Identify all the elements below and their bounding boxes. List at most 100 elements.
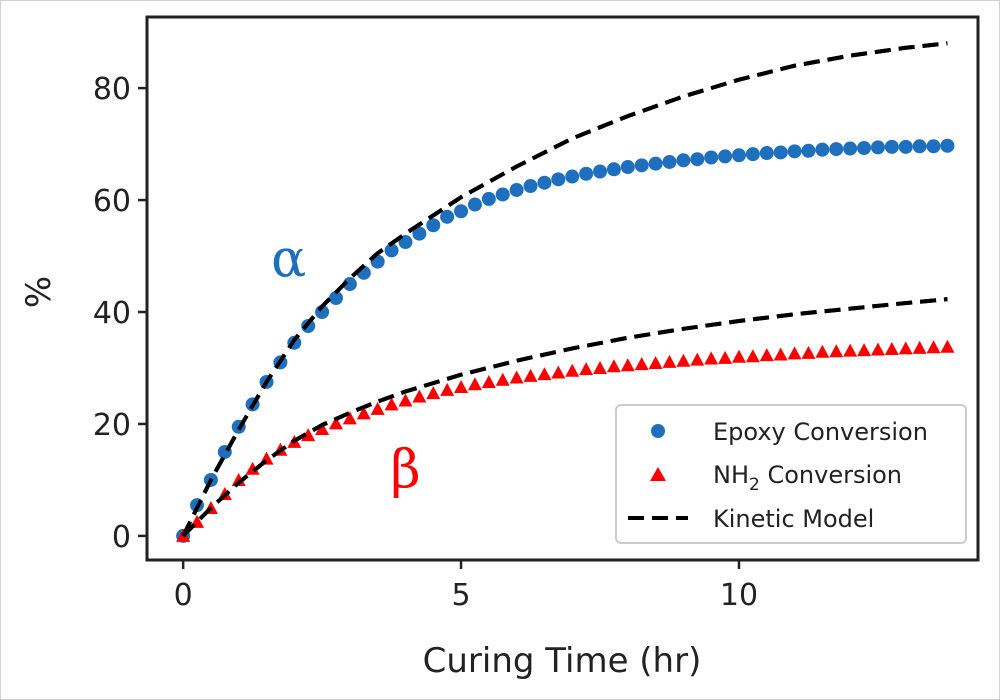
epoxy-point — [759, 146, 774, 161]
nh2-point — [565, 363, 580, 377]
epoxy-point — [690, 152, 705, 167]
nh2-point — [843, 343, 858, 357]
nh2-point — [245, 461, 260, 475]
nh2-point — [912, 340, 927, 354]
nh2-point — [648, 355, 663, 369]
legend-circle-marker — [651, 424, 665, 438]
nh2-point — [593, 360, 608, 374]
nh2-point — [634, 357, 649, 371]
nh2-point — [940, 339, 955, 353]
epoxy-point — [481, 191, 496, 206]
epoxy-point — [815, 142, 830, 157]
legend-box — [615, 404, 967, 544]
nh2-point — [328, 416, 343, 430]
epoxy-point — [342, 277, 357, 292]
epoxy-point — [704, 150, 719, 165]
legend-triangle-marker — [650, 467, 666, 481]
x-tick-label: 0 — [174, 578, 193, 613]
nh2-point — [829, 344, 844, 358]
epoxy-point — [426, 218, 441, 233]
y-tick-label: 20 — [93, 408, 131, 443]
nh2-point — [718, 350, 733, 364]
epoxy-point — [843, 141, 858, 156]
x-axis-label: Curing Time (hr) — [423, 641, 702, 681]
epoxy-point — [718, 149, 733, 164]
nh2-point — [662, 354, 677, 368]
kinetic-model-line-overlay — [181, 297, 948, 538]
y-tick-label: 60 — [93, 184, 131, 219]
nh2-point — [801, 345, 816, 359]
nh2-point — [231, 472, 246, 486]
epoxy-point — [412, 226, 427, 241]
epoxy-point — [857, 140, 872, 155]
epoxy-point — [773, 145, 788, 160]
y-axis-label: % — [19, 276, 59, 308]
epoxy-point — [676, 153, 691, 168]
nh2-point — [440, 382, 455, 396]
nh2-point — [467, 377, 482, 391]
epoxy-point — [926, 139, 941, 154]
epoxy-point — [606, 162, 621, 177]
x-tick-label: 5 — [452, 578, 471, 613]
nh2-point — [815, 344, 830, 358]
nh2-point — [759, 348, 774, 362]
epoxy-point — [912, 139, 927, 154]
nh2-point — [301, 428, 316, 442]
epoxy-point — [565, 169, 580, 184]
y-tick-label: 80 — [93, 72, 131, 107]
legend-epoxy-label: Epoxy Conversion — [713, 418, 928, 446]
epoxy-point — [870, 140, 885, 155]
plot-marks — [176, 41, 955, 543]
epoxy-point — [579, 166, 594, 181]
epoxy-point — [662, 154, 677, 169]
nh2-point — [454, 380, 469, 394]
nh2-point — [384, 397, 399, 411]
nh2-point — [537, 367, 552, 381]
legend: Epoxy Conversion NH2 Conversion Kinetic … — [615, 404, 967, 544]
beta-annotation: β — [390, 440, 420, 500]
epoxy-point — [940, 138, 955, 153]
epoxy-point — [898, 139, 913, 154]
y-tick-label: 40 — [93, 296, 131, 331]
epoxy-point — [884, 139, 899, 154]
epoxy-point — [620, 160, 635, 175]
nh2-point — [787, 346, 802, 360]
nh2-point — [551, 365, 566, 379]
epoxy-point — [745, 147, 760, 162]
nh2-point — [898, 341, 913, 355]
epoxy-point — [523, 179, 538, 194]
kinetic-model-line-overlay — [181, 41, 948, 537]
epoxy-point — [801, 143, 816, 158]
plot-frame — [145, 15, 980, 562]
epoxy-point — [634, 158, 649, 173]
nh2-point — [676, 353, 691, 367]
epoxy-point — [731, 148, 746, 163]
alpha-annotation: α — [271, 229, 306, 289]
epoxy-point — [440, 209, 455, 224]
epoxy-point — [467, 197, 482, 212]
legend-model-label: Kinetic Model — [713, 505, 874, 533]
nh2-point — [745, 349, 760, 363]
epoxy-point — [509, 182, 524, 197]
nh2-point — [370, 401, 385, 415]
nh2-point — [342, 411, 357, 425]
nh2-point — [870, 342, 885, 356]
nh2-point — [579, 362, 594, 376]
epoxy-point — [593, 164, 608, 179]
nh2-point — [704, 351, 719, 365]
x-tick-label: 10 — [720, 578, 758, 613]
nh2-point — [315, 422, 330, 436]
nh2-point — [926, 340, 941, 354]
nh2-point — [356, 406, 371, 420]
epoxy-point — [551, 172, 566, 187]
nh2-point — [523, 368, 538, 382]
epoxy-point — [829, 142, 844, 157]
epoxy-point — [495, 187, 510, 202]
nh2-point — [509, 370, 524, 384]
epoxy-point — [454, 204, 469, 219]
nh2-point — [426, 386, 441, 400]
nh2-point — [773, 347, 788, 361]
nh2-point — [412, 389, 427, 403]
